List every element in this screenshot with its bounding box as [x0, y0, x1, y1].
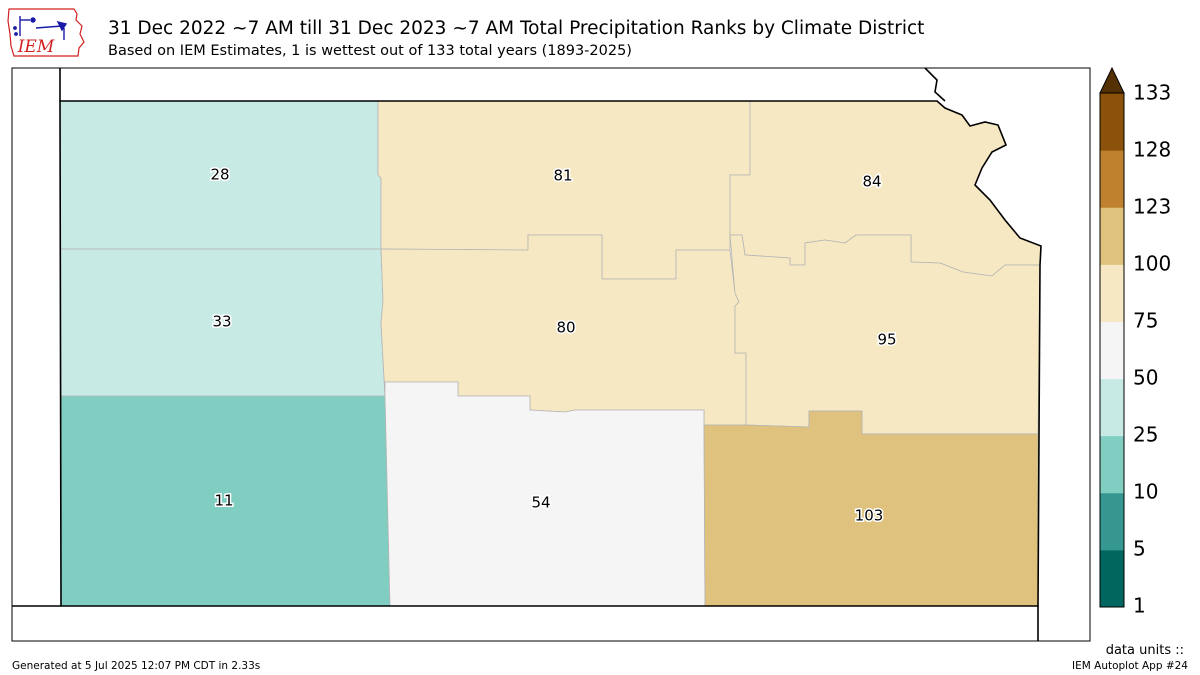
generated-timestamp: Generated at 5 Jul 2025 12:07 PM CDT in …	[12, 660, 261, 672]
state-borders	[12, 67, 1042, 641]
kansas-border	[59, 100, 1042, 607]
iem-logo: IEM	[7, 8, 85, 57]
district-rank-label: 103	[855, 507, 884, 525]
weather-station-icon	[13, 16, 68, 40]
district-labels: 28 81 84 33 80 95 11 54 103	[209, 164, 898, 526]
iowa-outline-icon	[7, 8, 85, 57]
district-rank-label: 81	[553, 167, 572, 185]
district-rank-label: 84	[862, 173, 881, 191]
logo-text: IEM	[17, 37, 55, 57]
app-label: IEM Autoplot App #24	[1072, 660, 1188, 672]
district-rank-label: 80	[556, 319, 575, 337]
data-units-label: data units ::	[1105, 643, 1184, 658]
district-rank-label: 28	[210, 166, 229, 184]
district-rank-label: 95	[877, 331, 896, 349]
district-rank-label: 54	[531, 494, 550, 512]
missouri-river	[924, 67, 946, 102]
chart-subtitle: Based on IEM Estimates, 1 is wettest out…	[108, 43, 632, 59]
district-ec	[729, 234, 1041, 435]
district-polygons	[59, 100, 1042, 607]
chart-title: 31 Dec 2022 ~7 AM till 31 Dec 2023 ~7 AM…	[108, 18, 925, 39]
district-rank-label: 33	[212, 313, 231, 331]
district-rank-label: 11	[214, 492, 233, 510]
